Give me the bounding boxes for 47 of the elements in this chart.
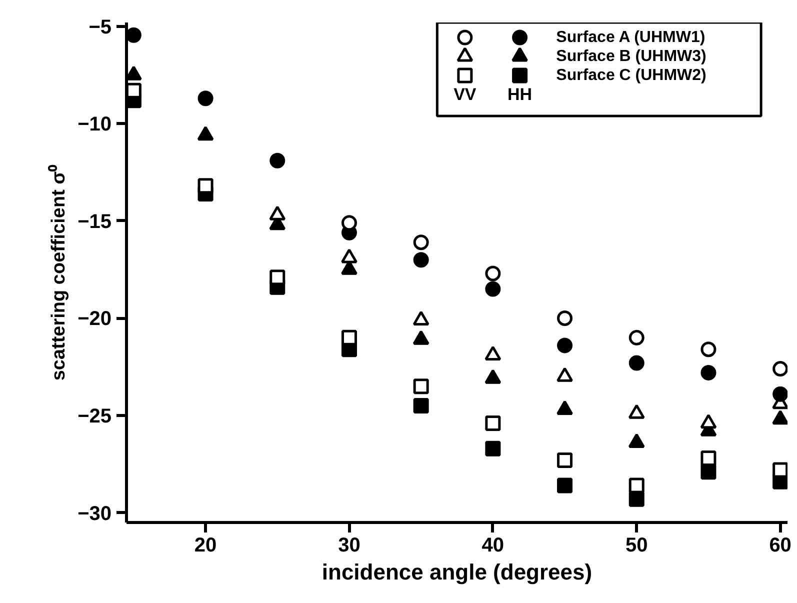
point xyxy=(700,342,716,358)
annotation: HH xyxy=(508,85,532,104)
point xyxy=(198,90,214,106)
point xyxy=(557,310,573,326)
point xyxy=(198,178,214,194)
x-tick-label: 20 xyxy=(194,534,217,556)
point xyxy=(772,386,788,402)
point xyxy=(270,270,286,286)
point xyxy=(126,82,142,98)
point xyxy=(485,281,501,297)
point xyxy=(700,364,716,380)
x-axis-title: incidence angle (degrees) xyxy=(322,560,592,584)
annotation: VV xyxy=(454,85,477,104)
point xyxy=(557,338,573,354)
point xyxy=(628,330,644,346)
y-axis-title: scattering coefficient σ⁰ xyxy=(48,164,70,381)
legend-label: Surface B (UHMW3) xyxy=(556,48,706,65)
point xyxy=(557,478,573,494)
legend-label: Surface A (UHMW1) xyxy=(556,29,706,46)
point xyxy=(485,416,501,432)
point xyxy=(628,491,644,507)
legend-label: Surface C (UHMW2) xyxy=(556,67,706,84)
x-tick-label: 30 xyxy=(338,534,360,556)
point xyxy=(772,361,788,377)
y-tick-label: −30 xyxy=(78,502,112,525)
y-tick-label: −25 xyxy=(78,405,112,428)
y-tick-label: −20 xyxy=(78,308,112,330)
point xyxy=(628,355,644,371)
point xyxy=(413,378,429,394)
x-tick-label: 50 xyxy=(625,534,648,556)
x-tick-label: 40 xyxy=(482,534,504,556)
y-tick-label: −10 xyxy=(78,114,112,136)
y-tick-label: −15 xyxy=(78,210,112,233)
point xyxy=(557,452,573,468)
point xyxy=(628,478,644,494)
point xyxy=(485,440,501,456)
point xyxy=(270,152,286,168)
point xyxy=(341,330,357,346)
x-tick-label: 60 xyxy=(769,534,792,556)
point xyxy=(126,27,142,43)
point xyxy=(413,252,429,268)
point xyxy=(485,266,501,282)
y-tick-label: −5 xyxy=(88,16,112,38)
point xyxy=(413,398,429,414)
point xyxy=(413,234,429,250)
point xyxy=(772,462,788,478)
point xyxy=(700,450,716,466)
